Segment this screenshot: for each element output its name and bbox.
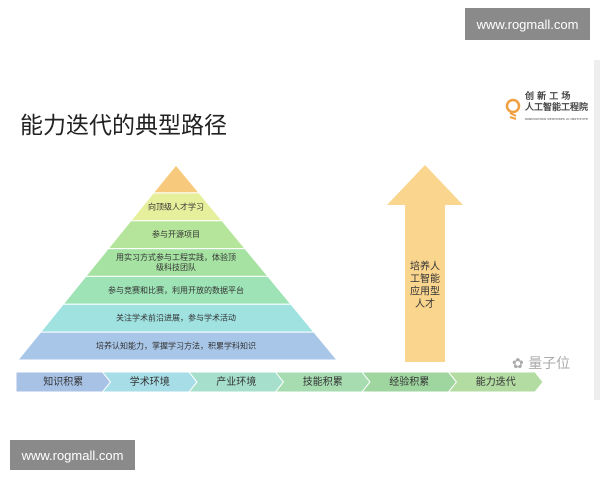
arrow-label: 应用型 (410, 284, 440, 297)
watermark-bottom: www.rogmall.com (10, 440, 135, 470)
pyramid-layer-label: 级科技团队 (156, 262, 196, 272)
logo-line3: INNOVATION VENTURES AI INSTITUTE (525, 117, 589, 121)
pyramid-layer-label: 关注学术前沿进展，参与学术活动 (116, 313, 236, 323)
logo-line2: 人工智能工程院 (525, 103, 589, 113)
stage-label: 能力迭代 (476, 375, 516, 388)
logo: 创 新 工 场人工智能工程院 INNOVATION VENTURES AI INS… (505, 92, 588, 125)
watermark-top: www.rogmall.com (465, 8, 590, 40)
page-title: 能力迭代的典型路径 (20, 113, 227, 139)
logo-line1: 创 新 工 场 (525, 92, 571, 102)
pyramid-layer-label: 参与开源项目 (152, 229, 200, 239)
pyramid-layer-label: 用实习方式参与工程实践，体验顶 (116, 252, 236, 262)
arrow-label: 人才 (415, 297, 435, 310)
stage-label: 学术环境 (130, 375, 170, 388)
pyramid-layer (16, 331, 339, 361)
growth-arrow (387, 165, 463, 362)
pyramid-layer-label: 参与竞赛和比赛，利用开放的数据平台 (108, 285, 244, 295)
arrow-label: 培养人 (410, 259, 440, 272)
wechat-label: 量子位 (528, 356, 571, 372)
stage-label: 知识积累 (43, 375, 83, 388)
bulb-icon (505, 98, 521, 120)
pyramid-layer-label: 向顶级人才学习 (148, 201, 204, 211)
wechat-watermark: ✿ 量子位 (512, 356, 571, 372)
stage-label: 技能积累 (303, 375, 343, 388)
stage-chevron (447, 371, 544, 393)
pyramid-layer (152, 164, 201, 194)
stage-label: 产业环境 (216, 375, 256, 388)
stage-label: 经验积累 (389, 375, 429, 388)
pyramid-layer-label: 培养认知能力，掌握学习方法，积累学科知识 (96, 341, 256, 351)
arrow-label: 工智能 (410, 272, 440, 285)
slide-edge (594, 60, 600, 400)
